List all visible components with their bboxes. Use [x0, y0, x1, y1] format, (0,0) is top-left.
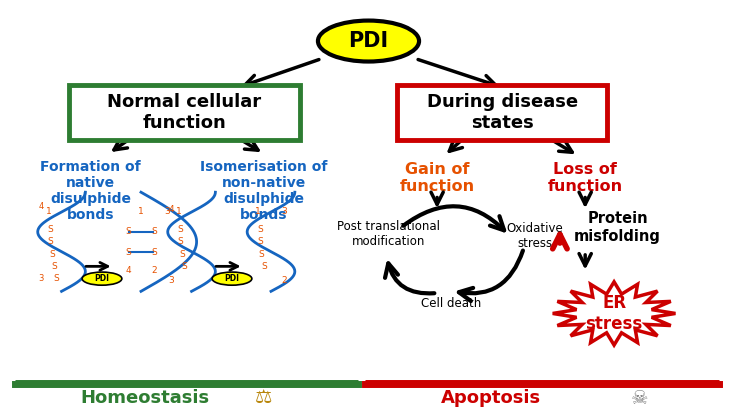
Text: Formation of
native
disulphide
bonds: Formation of native disulphide bonds [40, 160, 141, 222]
Text: PDI: PDI [225, 274, 240, 283]
Polygon shape [553, 282, 675, 345]
Text: S: S [179, 250, 185, 259]
Text: 4: 4 [169, 204, 174, 214]
Text: S: S [53, 274, 59, 283]
Text: S: S [257, 225, 263, 234]
Text: 4: 4 [125, 266, 130, 275]
Text: 1: 1 [46, 206, 52, 216]
Text: 1: 1 [175, 206, 181, 216]
Ellipse shape [318, 20, 419, 61]
Text: Loss of
function: Loss of function [548, 162, 623, 194]
Text: S: S [261, 262, 267, 271]
Ellipse shape [82, 272, 122, 285]
Text: 3: 3 [164, 206, 170, 216]
Text: 2: 2 [151, 266, 157, 275]
Text: Gain of
function: Gain of function [399, 162, 475, 194]
Text: S: S [151, 247, 157, 257]
Text: S: S [178, 225, 184, 234]
Text: S: S [48, 237, 54, 246]
Text: Post translational
modification: Post translational modification [338, 219, 440, 247]
Text: S: S [125, 247, 131, 257]
Text: ☠: ☠ [631, 389, 648, 408]
Text: S: S [48, 225, 54, 234]
Text: S: S [49, 250, 55, 259]
Text: ER
stress: ER stress [585, 294, 643, 333]
Text: S: S [259, 250, 265, 259]
Text: S: S [257, 237, 263, 246]
Text: S: S [181, 262, 187, 271]
Text: 1: 1 [255, 206, 261, 216]
Text: 3: 3 [169, 276, 174, 285]
Text: 3: 3 [38, 274, 44, 283]
Text: PDI: PDI [94, 274, 110, 283]
Text: 3: 3 [281, 206, 287, 216]
Text: S: S [151, 227, 157, 236]
Text: Normal cellular
function: Normal cellular function [108, 93, 262, 132]
Text: S: S [52, 262, 57, 271]
Text: Cell death: Cell death [422, 297, 482, 310]
Text: 4: 4 [38, 202, 44, 211]
Text: ⚖: ⚖ [255, 389, 273, 408]
Text: 1: 1 [138, 206, 144, 216]
Text: Oxidative
stress: Oxidative stress [506, 222, 563, 250]
Text: S: S [178, 237, 184, 246]
Text: Isomerisation of
non-native
disulphide
bonds: Isomerisation of non-native disulphide b… [200, 160, 327, 222]
Ellipse shape [212, 272, 252, 285]
Text: Homeostasis: Homeostasis [80, 389, 209, 407]
Text: PDI: PDI [349, 31, 388, 51]
Text: Apoptosis: Apoptosis [441, 389, 542, 407]
FancyBboxPatch shape [397, 85, 607, 140]
Text: S: S [125, 227, 131, 236]
FancyBboxPatch shape [69, 85, 300, 140]
Text: Protein
misfolding: Protein misfolding [574, 211, 661, 244]
Text: During disease
states: During disease states [427, 93, 578, 132]
Text: 2: 2 [282, 276, 287, 285]
